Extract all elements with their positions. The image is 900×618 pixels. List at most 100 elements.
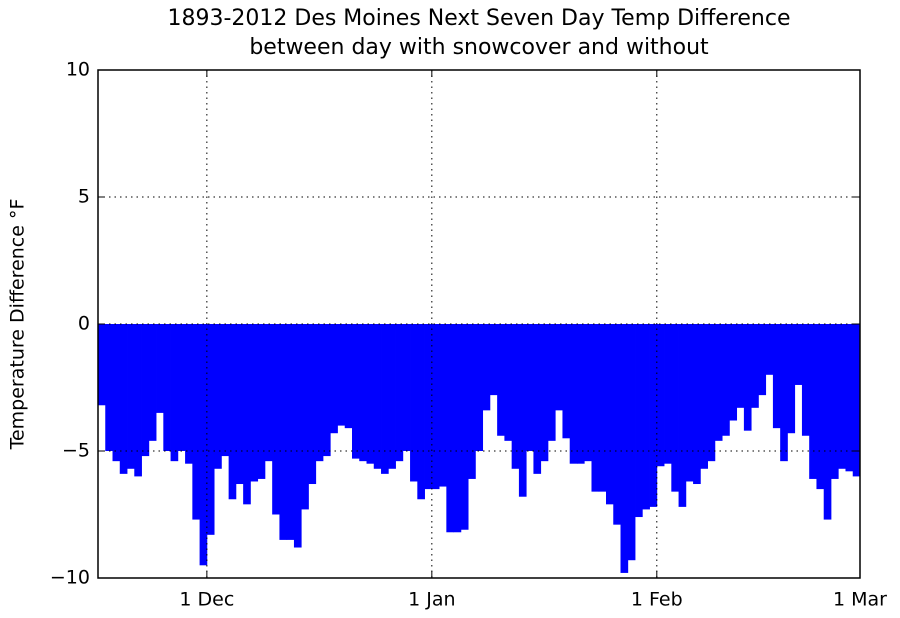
bar [352,324,360,459]
bar [148,324,157,441]
bar [293,324,302,548]
x-tick-label: 1 Mar [833,589,887,611]
bar [431,324,440,490]
chart-title: 1893-2012 Des Moines Next Seven Day Temp… [167,6,790,31]
y-tick-label: −5 [62,440,90,462]
bar [221,324,230,457]
bar [591,324,600,492]
bar [279,324,288,540]
bar [322,324,331,457]
bar [134,324,142,477]
bar [199,324,208,566]
bar [330,324,338,434]
bar [460,324,469,530]
bar [214,324,222,469]
bar [852,324,861,477]
bar [540,324,549,462]
bar [257,324,266,479]
bar [758,324,767,396]
bar [714,324,723,441]
bar [170,324,179,462]
bar [446,324,454,533]
y-axis-label: Temperature Difference °F [7,199,29,451]
bar [402,324,411,451]
bar [112,324,121,462]
bar [635,324,643,518]
bar [656,324,665,467]
bar [417,324,425,500]
bar [453,324,462,533]
bar [504,324,513,441]
bar [809,324,817,479]
bar [772,324,781,429]
bar [395,324,404,462]
bar [649,324,658,507]
bar [424,324,433,490]
bar [743,324,752,431]
bar [315,324,324,462]
bar [127,324,135,469]
bar [141,324,150,457]
bar [794,324,803,385]
bar [475,324,484,451]
y-tick-label: 10 [66,59,90,81]
y-tick-label: −10 [50,567,90,589]
bar [729,324,738,421]
bar [751,324,759,408]
bar [547,324,556,441]
bar [598,324,607,492]
bar [105,324,113,451]
bar [562,324,571,439]
bar [816,324,825,490]
bar [823,324,832,520]
bar [613,324,621,525]
bar [243,324,251,505]
bar [388,324,396,469]
bar [337,324,346,426]
bar [286,324,295,540]
bar [366,324,375,464]
bar [576,324,585,464]
bar [765,324,774,375]
bar [119,324,128,474]
bar [620,324,629,573]
y-tick-label: 0 [78,313,90,335]
chart-title: between day with snowcover and without [249,35,709,60]
bar [344,324,353,429]
bar [497,324,505,436]
bar [722,324,730,436]
y-tick-label: 5 [78,186,90,208]
bar [707,324,716,462]
bar [584,324,592,462]
bar [569,324,578,464]
bar [373,324,382,469]
bar [308,324,317,485]
bar [439,324,447,487]
bar [359,324,367,462]
bar [533,324,542,474]
bar [845,324,854,472]
bar [555,324,563,411]
x-tick-label: 1 Jan [408,589,455,611]
bar [156,324,164,413]
bar [468,324,476,479]
bar [192,324,200,520]
bar [228,324,237,500]
bar [410,324,418,482]
bar [671,324,679,492]
bar [185,324,193,464]
bar [678,324,687,507]
bar [830,324,839,479]
plot-frame [97,69,861,579]
bar [700,324,708,469]
bar [736,324,745,408]
bar [642,324,650,510]
x-tick-label: 1 Dec [179,589,234,611]
bar [518,324,527,497]
bar [664,324,672,464]
bar [177,324,186,451]
bar [511,324,520,469]
bar [98,324,106,406]
bar [838,324,846,469]
